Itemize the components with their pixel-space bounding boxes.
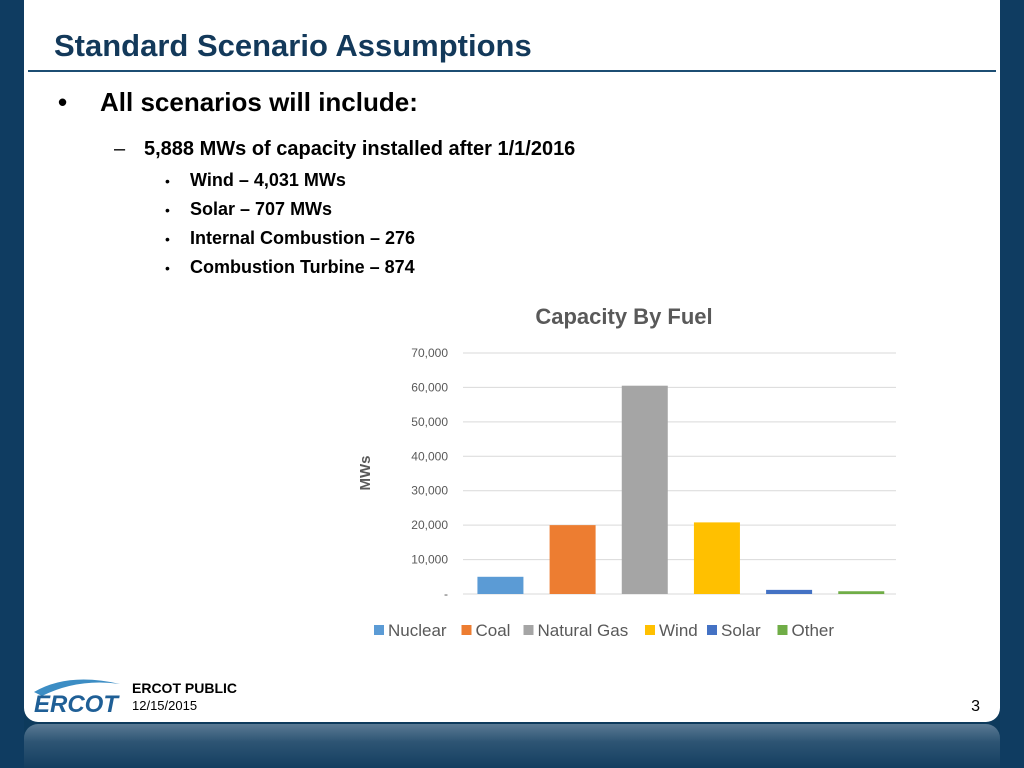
list-item: • Combustion Turbine – 874	[165, 255, 415, 284]
svg-text:ERCOT: ERCOT	[34, 691, 120, 718]
footer-date: 12/15/2015	[132, 698, 198, 713]
y-tick-label: 40,000	[411, 449, 448, 463]
y-tick-label: 10,000	[411, 553, 448, 567]
main-bullet: • All scenarios will include:	[58, 87, 418, 118]
list-item: • Wind – 4,031 MWs	[165, 168, 415, 197]
bullet-dot-icon: •	[165, 202, 170, 218]
footer-label: ERCOT PUBLIC	[132, 680, 237, 696]
bar-wind	[693, 522, 740, 594]
chart-title: Capacity By Fuel	[535, 304, 712, 329]
list-item: • Internal Combustion – 276	[165, 226, 415, 255]
bottom-bar	[24, 724, 1000, 768]
sub-bullet-text: 5,888 MWs of capacity installed after 1/…	[144, 138, 576, 160]
ercot-logo: ERCOT	[34, 679, 120, 718]
bar-other	[838, 591, 885, 594]
capacity-list: • Wind – 4,031 MWs • Solar – 707 MWs • Inte…	[165, 168, 415, 284]
y-tick-label: 70,000	[411, 346, 448, 360]
legend-label: Nuclear	[388, 621, 447, 640]
list-item-text: Wind – 4,031 MWs	[190, 170, 346, 190]
bar-solar	[766, 589, 813, 594]
legend-swatch	[523, 625, 534, 635]
right-frame	[1000, 0, 1024, 768]
legend-label: Wind	[659, 621, 698, 640]
main-bullet-text: All scenarios will include:	[100, 87, 418, 117]
sub-bullet: –5,888 MWs of capacity installed after 1…	[114, 138, 575, 161]
y-tick-label: -	[444, 587, 448, 601]
list-item-text: Combustion Turbine – 874	[190, 257, 415, 277]
bullet-dot-icon: •	[165, 260, 170, 276]
list-item-text: Solar – 707 MWs	[190, 199, 333, 219]
y-tick-label: 60,000	[411, 380, 448, 394]
legend-label: Other	[792, 621, 835, 640]
capacity-chart: Capacity By Fuel - 10,000 20,000 30,000 40,00…	[306, 290, 896, 660]
left-frame	[0, 0, 24, 768]
legend-swatch	[645, 625, 655, 635]
dash-icon: –	[114, 138, 126, 160]
bullet-dot-icon: •	[165, 231, 170, 247]
list-item-text: Internal Combustion – 276	[190, 228, 416, 248]
legend-swatch	[374, 625, 384, 635]
legend-label: Coal	[476, 621, 511, 640]
list-item: • Solar – 707 MWs	[165, 197, 415, 226]
bullet-dot-icon: •	[165, 173, 170, 189]
slide: Standard Scenario Assumptions • All scena…	[24, 0, 1000, 722]
legend-swatch	[707, 625, 717, 635]
chart-svg: Capacity By Fuel - 10,000 20,000 30,000 40,00…	[357, 304, 896, 640]
y-axis-label: MWs	[357, 456, 374, 491]
legend-label: Natural Gas	[538, 621, 629, 640]
legend-swatch	[461, 625, 472, 635]
bar-coal	[549, 525, 596, 594]
legend-label: Solar	[721, 621, 761, 640]
y-tick-label: 30,000	[411, 484, 448, 498]
bar-nuclear	[477, 576, 524, 594]
bullet-dot-icon: •	[58, 87, 68, 117]
bar-natural-gas	[621, 385, 668, 594]
page-number: 3	[971, 698, 980, 715]
legend-swatch	[777, 625, 788, 635]
y-tick-label: 50,000	[411, 415, 448, 429]
y-tick-label: 20,000	[411, 518, 448, 532]
title-divider	[28, 70, 996, 72]
slide-title: Standard Scenario Assumptions	[54, 28, 532, 63]
